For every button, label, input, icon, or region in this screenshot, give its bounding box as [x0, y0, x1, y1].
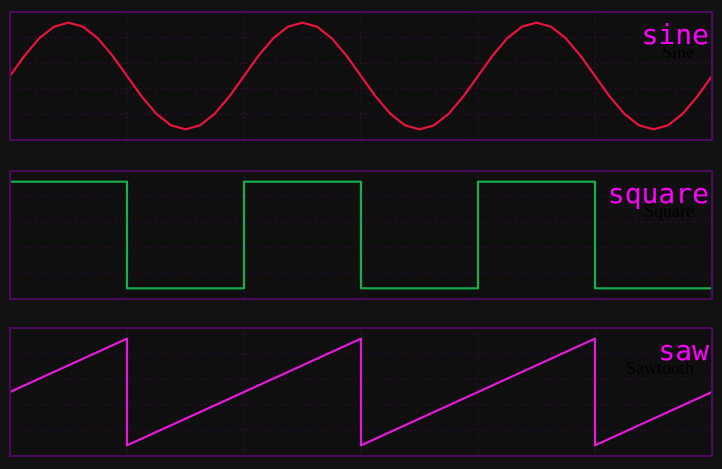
chart-subtitle: Sawtooth — [626, 358, 694, 378]
chart-title: sine — [642, 18, 709, 51]
panel-border — [9, 170, 713, 300]
chart-subtitle: Sine — [662, 42, 694, 62]
panel-border — [9, 11, 713, 141]
chart-subtitle: Square — [644, 201, 694, 221]
chart-title: saw — [658, 334, 709, 367]
panel-border — [9, 327, 713, 457]
series-line-square — [10, 180, 712, 290]
chart-title: square — [608, 177, 709, 210]
series-line-saw — [9, 337, 713, 447]
series-line-sine — [9, 21, 713, 131]
